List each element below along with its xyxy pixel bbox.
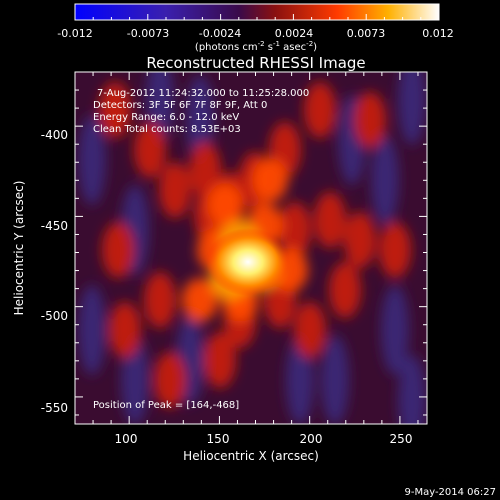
y-tick-450: -450 (41, 219, 68, 233)
y-axis-label: Heliocentric Y (arcsec) (12, 181, 26, 316)
x-axis-label: Heliocentric X (arcsec) (183, 449, 319, 463)
colorbar: -0.012 -0.0073 -0.0024 0.0024 0.0073 0.0… (57, 3, 454, 53)
colorbar-tick-2: -0.0024 (199, 27, 241, 40)
x-tick-100: 100 (115, 432, 138, 446)
colorbar-tick-0: -0.012 (57, 27, 92, 40)
info-block: 7-Aug-2012 11:24:32.000 to 11:25:28.000 … (93, 88, 309, 135)
y-tick-500: -500 (41, 309, 68, 323)
x-tick-250: 250 (390, 432, 413, 446)
info-time-range: 7-Aug-2012 11:24:32.000 to 11:25:28.000 (97, 88, 309, 99)
x-tick-200: 200 (300, 432, 323, 446)
peak-position: Position of Peak = [164,-468] (93, 400, 239, 411)
timestamp: 9-May-2014 06:27 (404, 487, 496, 498)
axis-ticks (75, 72, 427, 424)
colorbar-tick-3: 0.0024 (275, 27, 314, 40)
plot-frame (74, 71, 428, 425)
rhessi-image (75, 72, 427, 424)
x-tick-150: 150 (207, 432, 230, 446)
plot-title: Reconstructed RHESSI Image (146, 54, 365, 72)
colorbar-unit-label: (photons cm-2 s-1 asec-2) (195, 40, 317, 53)
colorbar-tick-4: 0.0073 (347, 27, 386, 40)
info-detectors: Detectors: 3F 5F 6F 7F 8F 9F, Att 0 (93, 100, 267, 111)
y-tick-550: -550 (41, 401, 68, 415)
info-clean-counts: Clean Total counts: 8.53E+03 (93, 124, 241, 135)
colorbar-tick-1: -0.0073 (127, 27, 169, 40)
y-tick-400: -400 (41, 128, 68, 142)
flare-core (206, 228, 290, 296)
colorbar-tick-5: 0.012 (422, 27, 454, 40)
info-energy: Energy Range: 6.0 - 12.0 keV (93, 112, 239, 123)
